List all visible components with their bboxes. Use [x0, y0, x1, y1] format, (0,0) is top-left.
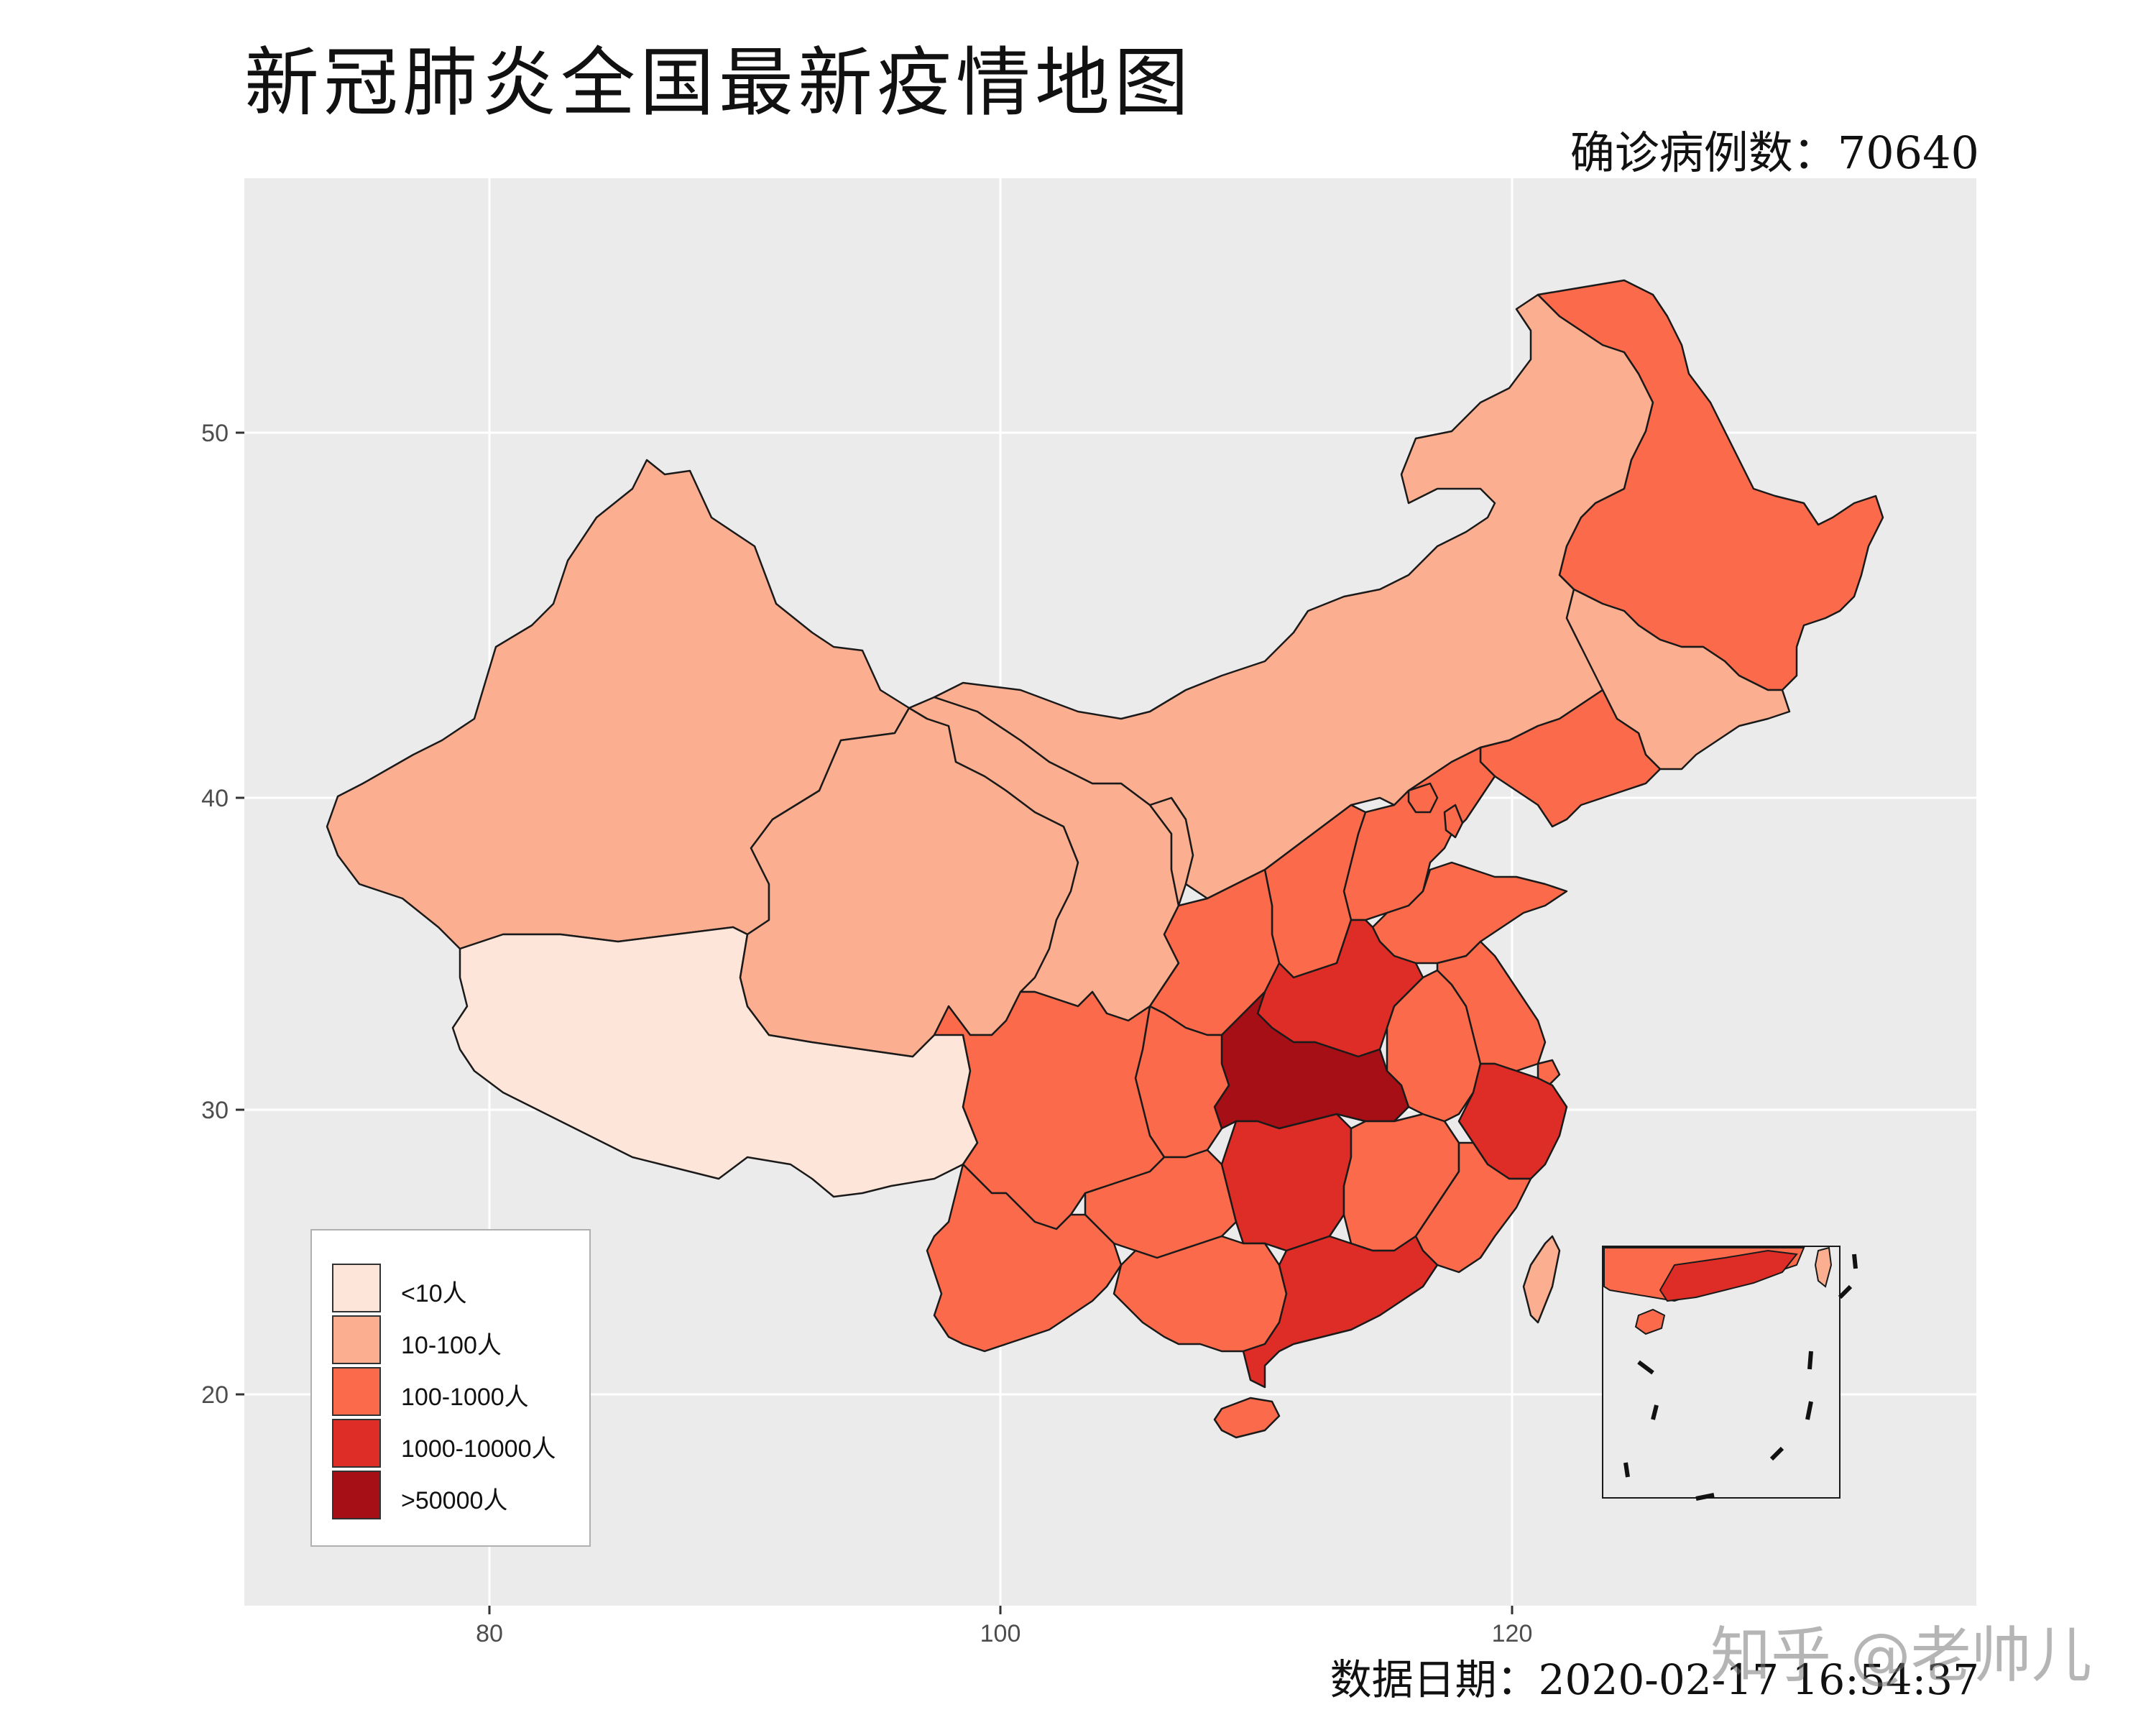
- inset-guangdong-coast: [1659, 1249, 1798, 1302]
- x-tick-labels: 80 100 120: [476, 1620, 1532, 1647]
- legend-label: 1000-10000人: [401, 1435, 556, 1463]
- y-tick-label: 50: [201, 420, 229, 447]
- provinces: [326, 279, 1884, 1439]
- region-heilongjiang: [1537, 279, 1884, 691]
- map-title: 新冠肺炎全国最新疫情地图: [244, 39, 1194, 126]
- legend-swatch: [332, 1315, 381, 1364]
- legend: <10人 10-100人 100-1000人 1000-10000人 >5000…: [310, 1229, 591, 1547]
- legend-swatch: [332, 1471, 381, 1519]
- legend-item: 100-1000人: [332, 1367, 584, 1417]
- axis-ticks: [236, 431, 1514, 1614]
- south-china-sea-inset: [1602, 1246, 1858, 1501]
- legend-swatch: [332, 1419, 381, 1468]
- legend-label: <10人: [401, 1280, 467, 1307]
- region-yunnan: [926, 1163, 1123, 1353]
- region-tianjin: [1443, 804, 1464, 839]
- nine-dash-line: [1623, 1254, 1858, 1501]
- region-taiwan: [1522, 1235, 1561, 1324]
- inset-taiwan: [1814, 1246, 1833, 1288]
- legend-label: >50000人: [401, 1487, 508, 1514]
- zhihu-watermark: 知乎 @老帅儿: [1710, 1620, 2092, 1690]
- y-tick-label: 30: [201, 1097, 229, 1124]
- legend-item: <10人: [332, 1264, 584, 1314]
- legend-item: 10-100人: [332, 1315, 584, 1366]
- region-guangdong: [1242, 1235, 1439, 1389]
- legend-swatch: [332, 1264, 381, 1312]
- legend-item: >50000人: [332, 1471, 584, 1521]
- x-tick-label: 120: [1492, 1620, 1533, 1647]
- confirmed-cases-subtitle: 确诊病例数：70640: [1570, 126, 1979, 179]
- inset-hainan: [1634, 1308, 1666, 1335]
- region-hunan: [1220, 1113, 1353, 1252]
- legend-item: 1000-10000人: [332, 1419, 584, 1469]
- data-date-caption: 数据日期：2020-02-17 16:54:37: [1330, 1655, 1979, 1704]
- region-beijing: [1407, 782, 1439, 814]
- x-tick-label: 100: [980, 1620, 1021, 1647]
- y-tick-labels: 50 40 30 20: [201, 420, 229, 1409]
- legend-swatch: [332, 1367, 381, 1416]
- y-tick-label: 20: [201, 1381, 229, 1409]
- legend-label: 100-1000人: [401, 1384, 529, 1411]
- region-shanghai: [1537, 1059, 1561, 1087]
- y-tick-label: 40: [201, 785, 229, 812]
- legend-label: 10-100人: [401, 1332, 502, 1359]
- region-hainan: [1213, 1397, 1281, 1439]
- x-tick-label: 80: [476, 1620, 503, 1647]
- region-fujian: [1414, 1141, 1532, 1274]
